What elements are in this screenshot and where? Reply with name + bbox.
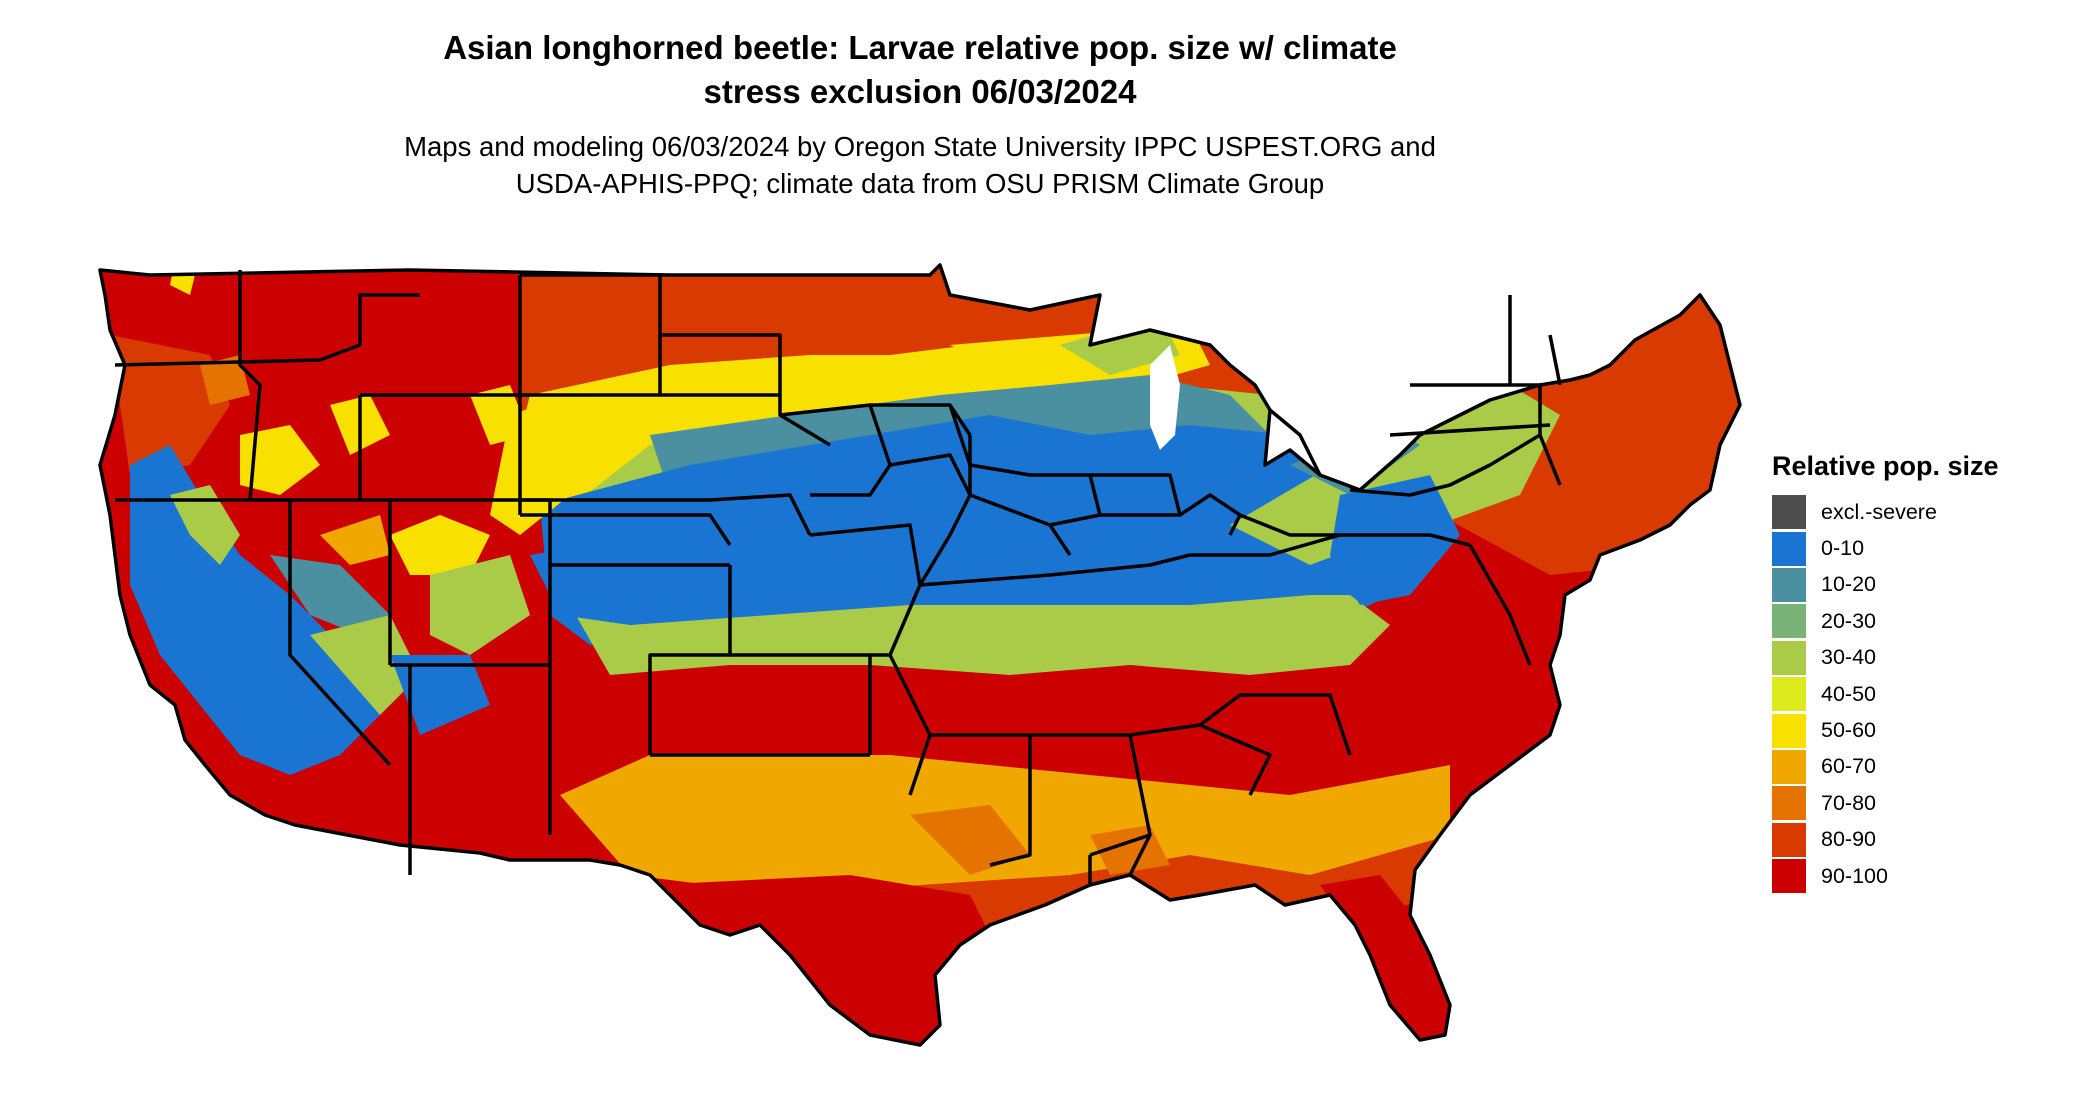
legend-label: 90-100: [1821, 864, 1888, 889]
legend-title: Relative pop. size: [1772, 448, 2082, 484]
map-subtitle: Maps and modeling 06/03/2024 by Oregon S…: [0, 128, 1840, 202]
legend-label: excl.-severe: [1821, 500, 1937, 525]
legend-swatch: [1772, 677, 1806, 711]
legend-label: 0-10: [1821, 536, 1864, 561]
us-map: [90, 235, 1750, 1115]
legend-swatch: [1772, 568, 1806, 602]
legend-swatch: [1772, 532, 1806, 566]
legend-item: 30-40: [1772, 640, 2082, 676]
legend-label: 70-80: [1821, 791, 1876, 816]
legend-label: 20-30: [1821, 609, 1876, 634]
legend: Relative pop. size excl.-severe 0-10 10-20…: [1772, 448, 2082, 894]
legend-item: 50-60: [1772, 712, 2082, 748]
legend-label: 60-70: [1821, 754, 1876, 779]
legend-swatch: [1772, 641, 1806, 675]
subtitle-line-2: USDA-APHIS-PPQ; climate data from OSU PR…: [0, 165, 1840, 202]
legend-item: 60-70: [1772, 749, 2082, 785]
legend-label: 50-60: [1821, 718, 1876, 743]
legend-item: 40-50: [1772, 676, 2082, 712]
subtitle-line-1: Maps and modeling 06/03/2024 by Oregon S…: [0, 128, 1840, 165]
legend-item: 0-10: [1772, 530, 2082, 566]
legend-label: 80-90: [1821, 827, 1876, 852]
legend-swatch: [1772, 859, 1806, 893]
legend-swatch: [1772, 495, 1806, 529]
heat-layer: [90, 235, 1750, 1115]
legend-swatch: [1772, 604, 1806, 638]
legend-swatch: [1772, 823, 1806, 857]
legend-label: 30-40: [1821, 645, 1876, 670]
map-title: Asian longhorned beetle: Larvae relative…: [0, 26, 1840, 114]
legend-label: 40-50: [1821, 682, 1876, 707]
legend-swatch: [1772, 750, 1806, 784]
legend-rows: excl.-severe 0-10 10-20 20-30 30-40 40-50 50-6…: [1772, 494, 2082, 894]
title-line-2: stress exclusion 06/03/2024: [0, 70, 1840, 114]
legend-item: 20-30: [1772, 603, 2082, 639]
legend-item: excl.-severe: [1772, 494, 2082, 530]
title-line-1: Asian longhorned beetle: Larvae relative…: [0, 26, 1840, 70]
legend-item: 70-80: [1772, 785, 2082, 821]
legend-item: 90-100: [1772, 858, 2082, 894]
legend-item: 80-90: [1772, 822, 2082, 858]
legend-swatch: [1772, 786, 1806, 820]
legend-swatch: [1772, 714, 1806, 748]
legend-label: 10-20: [1821, 572, 1876, 597]
legend-item: 10-20: [1772, 567, 2082, 603]
